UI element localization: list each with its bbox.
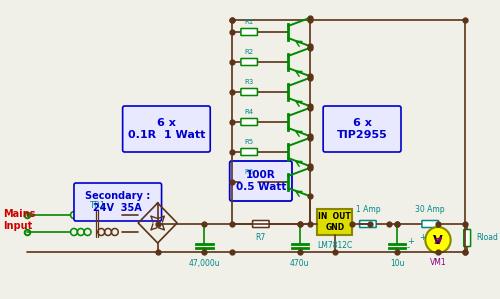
FancyBboxPatch shape (241, 59, 258, 65)
Text: 6 x
TIP2955: 6 x TIP2955 (336, 118, 388, 140)
Text: R4: R4 (244, 109, 254, 115)
Text: 6 x
0.1R  1 Watt: 6 x 0.1R 1 Watt (128, 118, 205, 140)
FancyBboxPatch shape (241, 118, 258, 126)
Text: +: + (407, 237, 414, 246)
Text: VM1: VM1 (430, 258, 446, 267)
Text: 30 Amp: 30 Amp (416, 205, 445, 214)
Text: Mains
Input: Mains Input (3, 209, 35, 231)
Text: 47,000u: 47,000u (188, 259, 220, 268)
FancyBboxPatch shape (122, 106, 210, 152)
Text: R3: R3 (244, 79, 254, 85)
Text: 1 Amp: 1 Amp (356, 205, 380, 214)
Text: R1: R1 (244, 19, 254, 25)
FancyBboxPatch shape (241, 149, 258, 155)
FancyBboxPatch shape (252, 220, 269, 228)
FancyBboxPatch shape (323, 106, 401, 152)
Text: V: V (433, 234, 443, 246)
Text: R5: R5 (244, 139, 254, 145)
FancyBboxPatch shape (318, 209, 352, 235)
Text: -: - (407, 243, 410, 252)
FancyBboxPatch shape (241, 179, 258, 185)
FancyBboxPatch shape (464, 230, 470, 246)
Text: R7: R7 (256, 233, 266, 242)
Text: 100R
0.5 Watt: 100R 0.5 Watt (236, 170, 286, 192)
Text: TR1: TR1 (90, 201, 106, 210)
Text: +: + (419, 233, 426, 242)
FancyBboxPatch shape (360, 220, 376, 228)
Text: 470u: 470u (290, 259, 310, 268)
Circle shape (426, 227, 450, 253)
FancyBboxPatch shape (241, 89, 258, 95)
Text: R2: R2 (244, 49, 254, 55)
Text: LM7812C: LM7812C (317, 241, 352, 250)
Text: 10u: 10u (390, 259, 404, 268)
Text: Rload: Rload (476, 234, 498, 242)
FancyBboxPatch shape (230, 161, 292, 201)
FancyBboxPatch shape (74, 183, 162, 221)
Text: IN  OUT
GND: IN OUT GND (318, 212, 351, 232)
Text: R6: R6 (244, 169, 254, 175)
Text: Secondary :
24V  35A: Secondary : 24V 35A (85, 191, 150, 213)
FancyBboxPatch shape (422, 220, 438, 228)
FancyBboxPatch shape (241, 28, 258, 36)
